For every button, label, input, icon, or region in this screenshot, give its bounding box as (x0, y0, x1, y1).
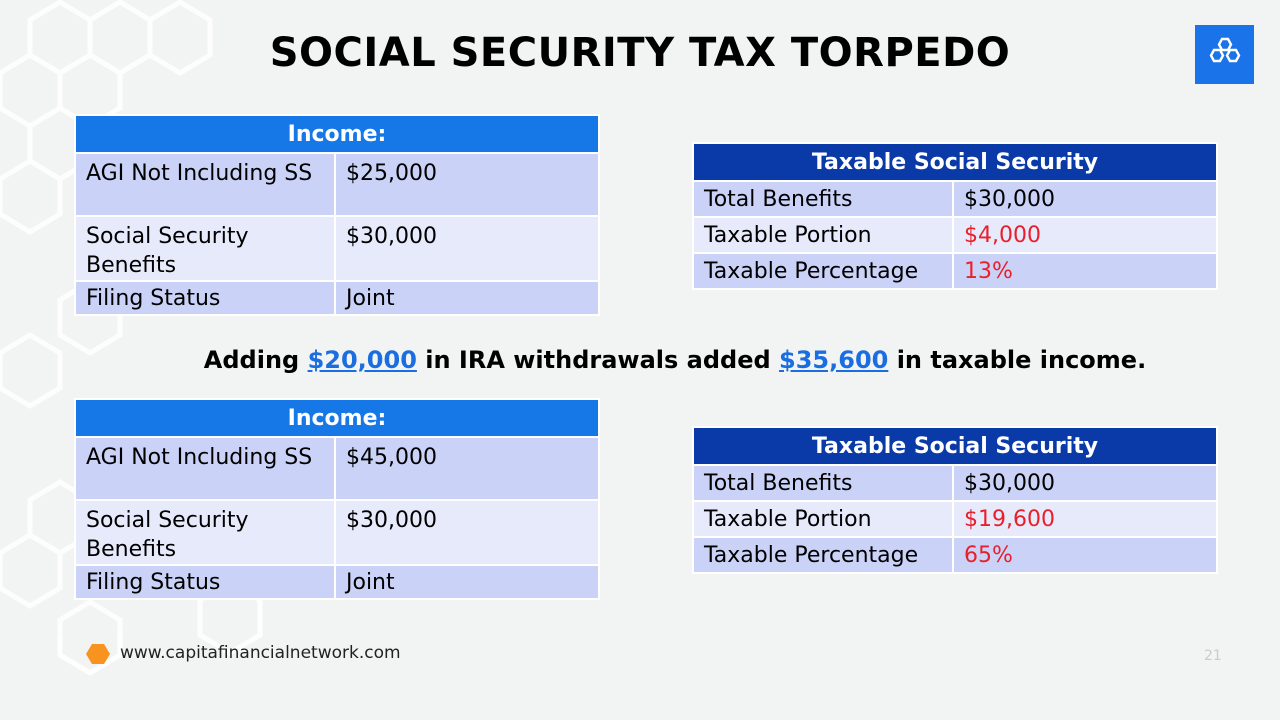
summary-message: Adding $20,000 in IRA withdrawals added … (0, 346, 1280, 374)
message-suffix: in taxable income. (888, 346, 1147, 374)
table-row: Total Benefits $30,000 (692, 464, 1219, 502)
row-label: Filing Status (74, 564, 336, 600)
row-value: $4,000 (951, 216, 1219, 254)
row-label: Total Benefits (692, 180, 954, 218)
row-value: $45,000 (334, 436, 600, 501)
row-value: Joint (334, 564, 600, 600)
row-label: AGI Not Including SS (74, 436, 336, 501)
table-row: Taxable Percentage 13% (692, 252, 1219, 290)
taxable-income-added-amount: $35,600 (779, 346, 889, 374)
row-label: Social Security Benefits (74, 215, 336, 282)
row-label: Total Benefits (692, 464, 954, 502)
footer-website: www.capitafinancialnetwork.com (120, 643, 401, 663)
row-value: $19,600 (951, 500, 1219, 538)
taxable-ss-table-after: Taxable Social Security Total Benefits $… (691, 426, 1219, 574)
table-row: AGI Not Including SS $25,000 (74, 152, 600, 217)
row-value: $30,000 (951, 180, 1219, 218)
row-value: Joint (334, 280, 600, 316)
row-label: Taxable Portion (692, 216, 954, 254)
table-row: Social Security Benefits $30,000 (74, 215, 600, 282)
table-row: Taxable Portion $4,000 (692, 216, 1219, 254)
ira-withdrawal-amount: $20,000 (307, 346, 417, 374)
taxable-ss-header: Taxable Social Security (691, 142, 1219, 182)
table-row: Total Benefits $30,000 (692, 180, 1219, 218)
table-row: Filing Status Joint (74, 280, 600, 316)
row-label: Filing Status (74, 280, 336, 316)
table-row: Filing Status Joint (74, 564, 600, 600)
row-value: 13% (951, 252, 1219, 290)
message-middle: in IRA withdrawals added (416, 346, 780, 374)
row-label: Taxable Percentage (692, 536, 954, 574)
table-row: Taxable Portion $19,600 (692, 500, 1219, 538)
hexagon-cluster-logo-icon (1195, 25, 1254, 84)
orange-hexagon-icon (86, 644, 110, 664)
row-label: Social Security Benefits (74, 499, 336, 566)
page-number: 21 (1204, 648, 1222, 664)
row-label: Taxable Portion (692, 500, 954, 538)
row-label: Taxable Percentage (692, 252, 954, 290)
row-value: $25,000 (334, 152, 600, 217)
table-row: Social Security Benefits $30,000 (74, 499, 600, 566)
table-row: AGI Not Including SS $45,000 (74, 436, 600, 501)
row-value: $30,000 (951, 464, 1219, 502)
message-prefix: Adding (203, 346, 308, 374)
table-row: Taxable Percentage 65% (692, 536, 1219, 574)
row-label: AGI Not Including SS (74, 152, 336, 217)
income-table-after: Income: AGI Not Including SS $45,000 Soc… (74, 398, 600, 600)
row-value: $30,000 (334, 499, 600, 566)
income-header: Income: (74, 398, 600, 438)
row-value: 65% (951, 536, 1219, 574)
slide-title: SOCIAL SECURITY TAX TORPEDO (269, 30, 1011, 76)
income-table-before: Income: AGI Not Including SS $25,000 Soc… (74, 114, 600, 316)
row-value: $30,000 (334, 215, 600, 282)
taxable-ss-table-before: Taxable Social Security Total Benefits $… (691, 142, 1219, 290)
taxable-ss-header: Taxable Social Security (691, 426, 1219, 466)
income-header: Income: (74, 114, 600, 154)
